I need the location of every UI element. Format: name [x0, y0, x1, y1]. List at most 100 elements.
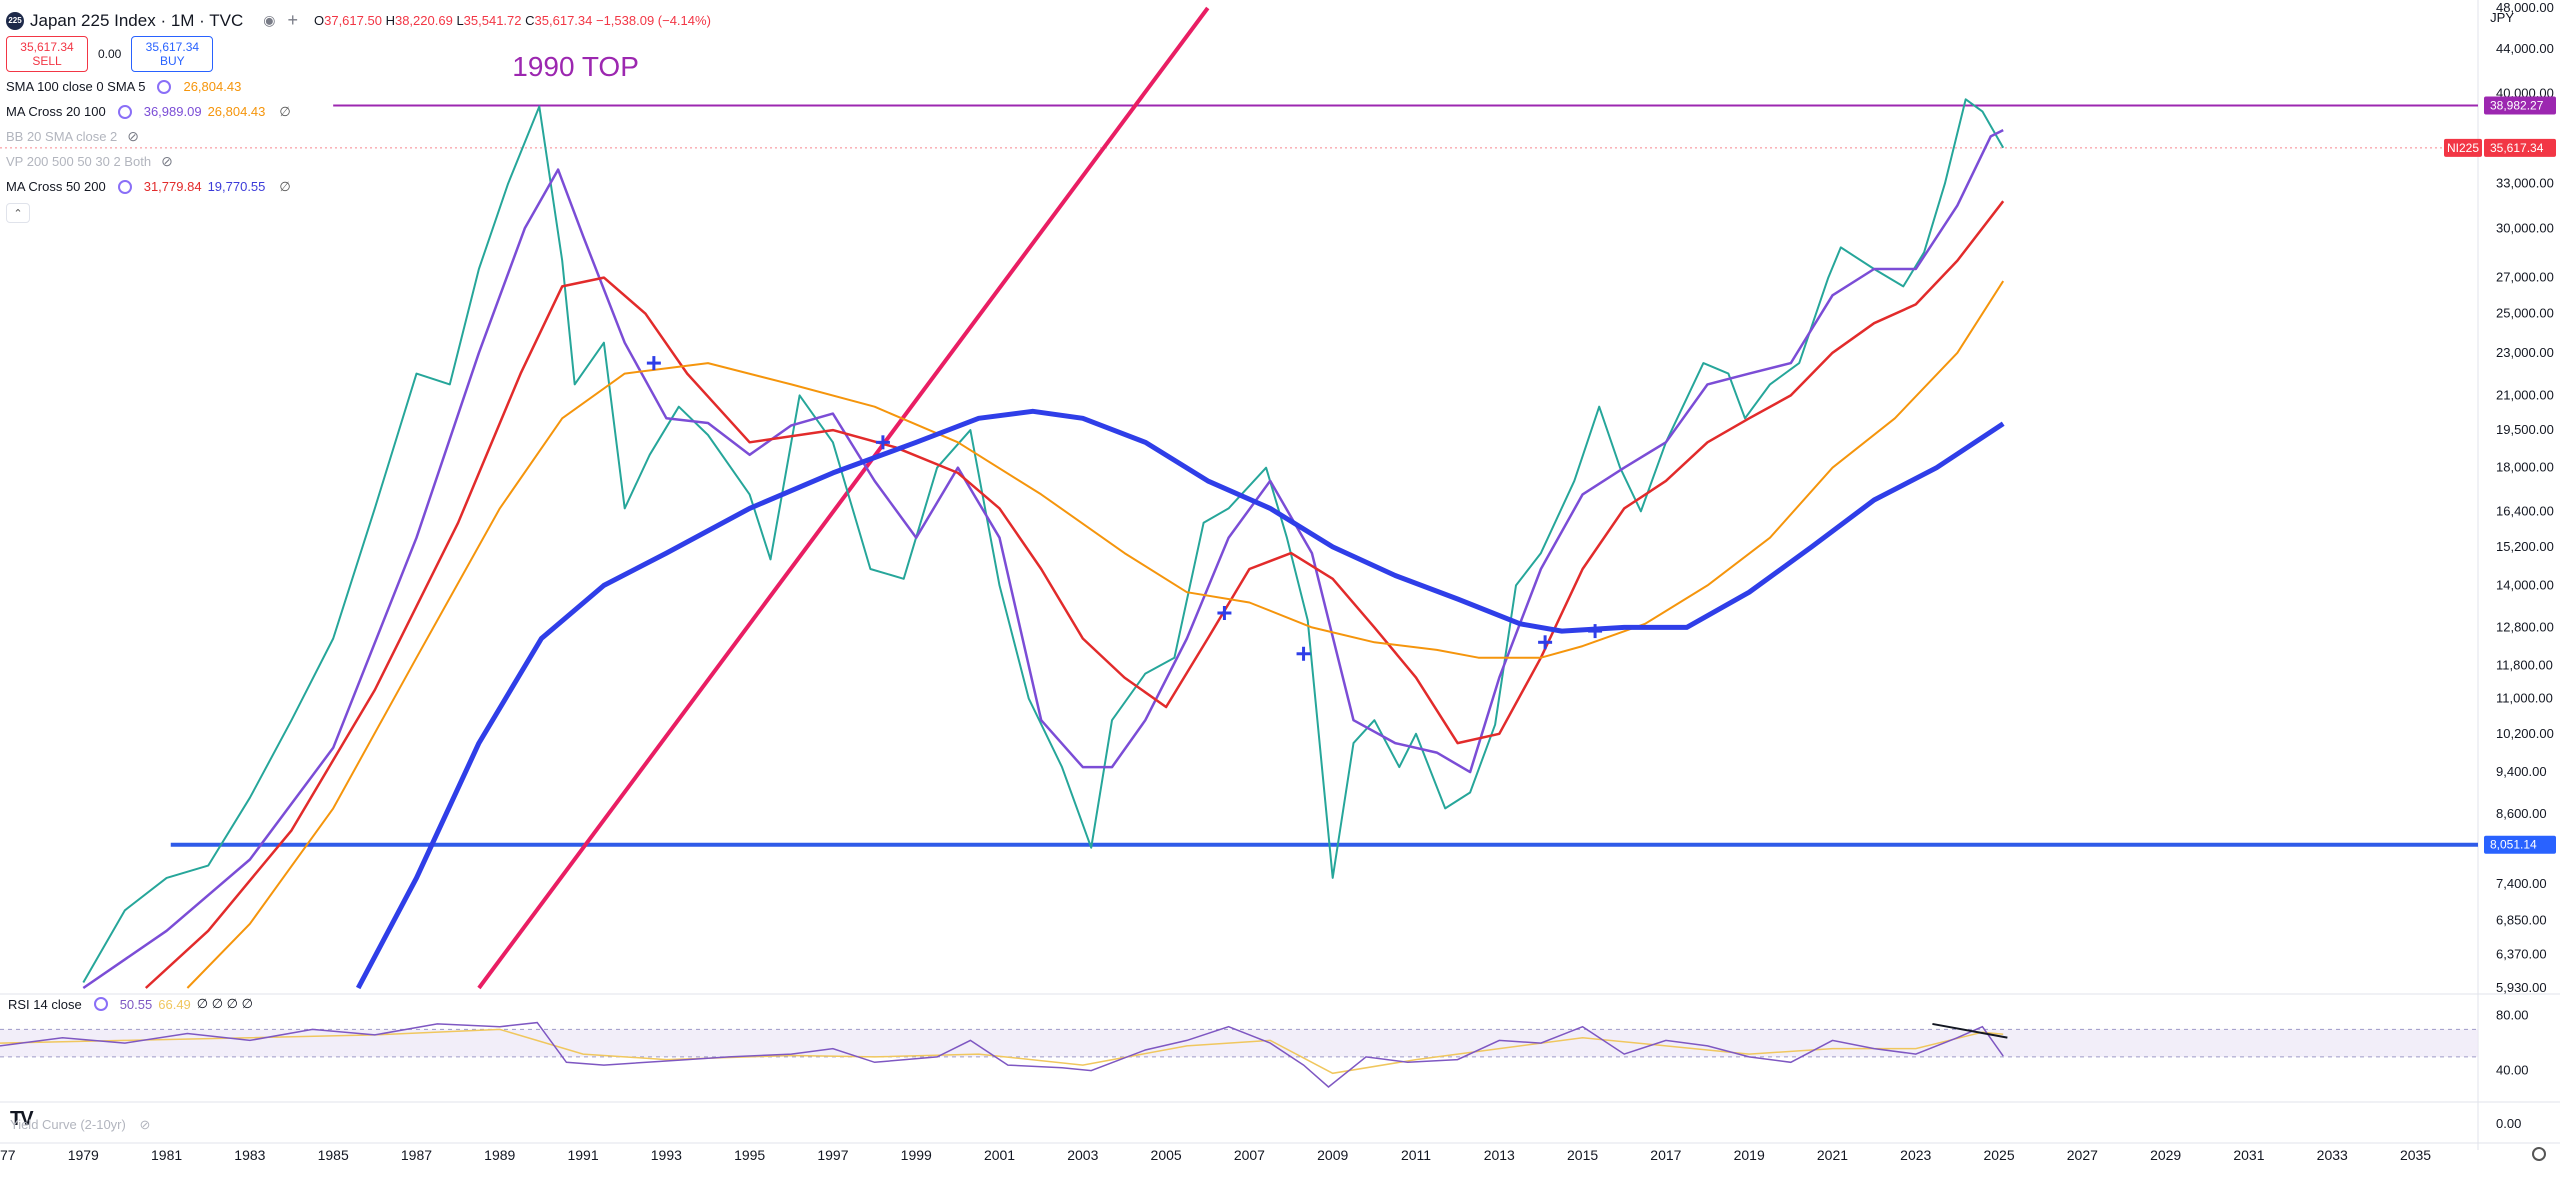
- price-tag-bg: [2484, 96, 2556, 115]
- settings-icon[interactable]: [117, 104, 132, 119]
- x-tick-label: 1987: [401, 1147, 432, 1163]
- settings-icon[interactable]: [93, 997, 108, 1011]
- y-tick-label: 33,000.00: [2496, 176, 2554, 191]
- currency-label[interactable]: JPY: [2490, 10, 2514, 25]
- eye-icon[interactable]: ◉: [263, 12, 276, 28]
- symbol-logo: 225: [6, 11, 24, 30]
- rsi-legend[interactable]: RSI 14 close 50.55 66.49 ∅ ∅ ∅ ∅: [8, 996, 253, 1012]
- y-tick-label: 19,500.00: [2496, 422, 2554, 437]
- price-tag-value: 38,982.27: [2490, 99, 2544, 113]
- indicator-sma100[interactable]: SMA 100 close 0 SMA 5 26,804.43: [6, 79, 242, 94]
- x-tick-label: 1979: [68, 1147, 99, 1163]
- price-tag-value: 8,051.14: [2490, 838, 2537, 852]
- symbol-title[interactable]: Japan 225 Index · 1M · TVC: [30, 10, 244, 30]
- indicator-bb[interactable]: BB 20 SMA close 2 ⊘: [6, 128, 140, 144]
- rsi-suffix: ∅ ∅ ∅ ∅: [196, 996, 253, 1011]
- x-tick-label: 1977: [0, 1147, 16, 1163]
- x-tick-label: 1993: [651, 1147, 682, 1163]
- rsi-line: [0, 1021, 2004, 1088]
- rsi-trend-line: [1932, 1022, 2008, 1039]
- x-tick-label: 1989: [484, 1147, 515, 1163]
- trade-buttons: 35,617.34 SELL 0.00 35,617.34 BUY: [6, 36, 711, 72]
- x-tick-label: 2033: [2317, 1147, 2348, 1163]
- collapse-legend-button[interactable]: ⌃: [6, 203, 30, 223]
- y-tick-label: 5,930.00: [2496, 980, 2547, 995]
- annotation-1990-top: 1990 TOP: [512, 51, 639, 82]
- rsi-ma-line: [0, 1028, 2004, 1075]
- x-tick-label: 2029: [2150, 1147, 2181, 1163]
- y-tick-label: 7,400.00: [2496, 876, 2547, 891]
- x-tick-label: 2023: [1900, 1147, 1931, 1163]
- indicator-ma-cross-50-200[interactable]: MA Cross 50 200 31,779.84 19,770.55 ∅: [6, 178, 291, 195]
- x-tick-label: 2031: [2233, 1147, 2264, 1163]
- rsi-tick-label: 80.00: [2496, 1008, 2529, 1023]
- settings-icon[interactable]: [157, 79, 172, 94]
- price-tag: 38,982.27: [2484, 96, 2556, 115]
- rsi-name: RSI 14 close: [8, 996, 82, 1012]
- y-tick-label: 11,800.00: [2496, 658, 2553, 673]
- series-line-ma-100: [186, 280, 2005, 989]
- x-tick-label: 2027: [2067, 1147, 2098, 1163]
- hidden-eye-icon[interactable]: ⊘: [139, 1117, 151, 1132]
- series-line-ma-20: [82, 128, 2004, 990]
- yield-tick-label: 0.00: [2496, 1116, 2521, 1131]
- x-tick-label: 2021: [1817, 1147, 1848, 1163]
- spread-value: 0.00: [98, 47, 122, 61]
- rsi-tick-label: 40.00: [2496, 1063, 2529, 1078]
- buy-button[interactable]: 35,617.34 BUY: [131, 36, 214, 72]
- indicator-ma-cross-20-100[interactable]: MA Cross 20 100 36,989.09 26,804.43 ∅: [6, 103, 291, 120]
- price-tag: 8,051.14: [2484, 835, 2556, 854]
- y-tick-label: 30,000.00: [2496, 220, 2554, 235]
- series-line-ma-200: [355, 408, 2005, 990]
- settings-icon[interactable]: [117, 179, 132, 194]
- trend-line: [477, 6, 1210, 990]
- x-tick-label: 1997: [817, 1147, 848, 1163]
- ohlc-values: O37,617.50 H38,220.69 L35,541.72 C35,617…: [313, 13, 711, 28]
- indicator-vp[interactable]: VP 200 500 50 30 2 Both ⊘: [6, 153, 173, 169]
- series-line-japan-225-index: [82, 98, 2005, 983]
- x-tick-label: 2013: [1484, 1147, 1515, 1163]
- add-symbol-icon[interactable]: +: [287, 10, 298, 30]
- hidden-eye-icon[interactable]: ⊘: [127, 128, 140, 144]
- rsi-ma-value: 66.49: [158, 996, 191, 1012]
- y-tick-label: 15,200.00: [2496, 539, 2554, 554]
- x-tick-label: 1995: [734, 1147, 765, 1163]
- x-tick-label: 2007: [1234, 1147, 1265, 1163]
- y-tick-label: 10,200.00: [2496, 726, 2554, 741]
- x-tick-label: 1991: [567, 1147, 598, 1163]
- price-tag-label-bg: [2444, 138, 2482, 157]
- x-tick-label: 1999: [901, 1147, 932, 1163]
- y-tick-label: 6,370.00: [2496, 946, 2547, 961]
- price-tag-value: 35,617.34: [2490, 141, 2544, 155]
- x-tick-label: 1983: [234, 1147, 265, 1163]
- price-tag-bg: [2484, 835, 2556, 854]
- hidden-eye-icon[interactable]: ⊘: [161, 153, 173, 169]
- x-tick-label: 2017: [1650, 1147, 1681, 1163]
- price-tag: 35,617.34 NI225: [2444, 138, 2556, 157]
- yield-curve-legend[interactable]: Yield Curve (2-10yr) ⊘: [10, 1117, 151, 1132]
- y-tick-label: 27,000.00: [2496, 270, 2554, 285]
- x-tick-label: 2025: [1983, 1147, 2014, 1163]
- chart-settings-icon[interactable]: [2532, 1147, 2546, 1161]
- y-tick-label: 14,000.00: [2496, 577, 2554, 592]
- x-tick-label: 1981: [151, 1147, 182, 1163]
- x-tick-label: 2005: [1151, 1147, 1182, 1163]
- rsi-value: 50.55: [119, 996, 153, 1012]
- y-tick-label: 21,000.00: [2496, 387, 2554, 402]
- y-tick-label: 11,000.00: [2496, 690, 2553, 705]
- x-tick-label: 2009: [1317, 1147, 1348, 1163]
- y-tick-label: 48,000.00: [2496, 0, 2554, 15]
- y-tick-label: 23,000.00: [2496, 345, 2554, 360]
- y-tick-label: 6,850.00: [2496, 912, 2547, 927]
- x-tick-label: 2001: [984, 1147, 1015, 1163]
- x-tick-label: 2019: [1734, 1147, 1765, 1163]
- y-tick-label: 44,000.00: [2496, 41, 2554, 56]
- y-tick-label: 9,400.00: [2496, 764, 2547, 779]
- sell-button[interactable]: 35,617.34 SELL: [6, 36, 88, 72]
- y-tick-label: 25,000.00: [2496, 306, 2554, 321]
- x-tick-label: 1985: [318, 1147, 349, 1163]
- series-line-ma-50: [144, 200, 2005, 989]
- chart-legend: 225 Japan 225 Index · 1M · TVC ◉ + O37,6…: [6, 8, 711, 223]
